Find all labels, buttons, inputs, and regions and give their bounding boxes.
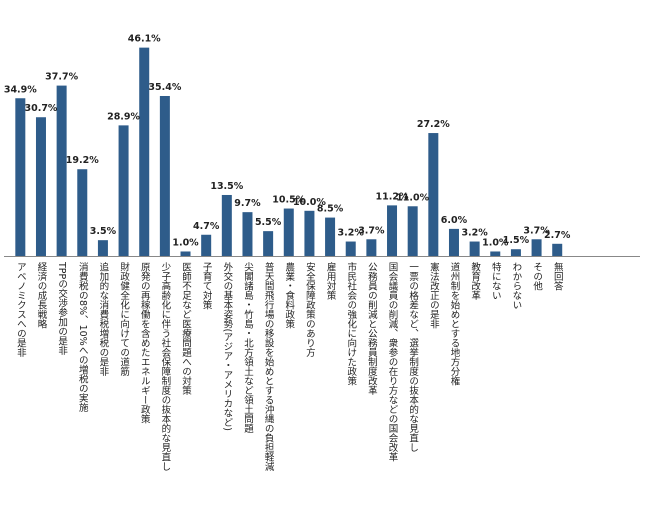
bar-19	[407, 206, 418, 256]
bar-10	[221, 194, 232, 256]
bar-15	[325, 217, 336, 256]
bar-0	[15, 98, 26, 256]
data-label-2: 37.7%	[45, 72, 78, 83]
x-tick-label-18: 国会議員の削減、衆参の在り方などの国会改革	[387, 262, 399, 462]
x-tick-label-13: 農業・食料政策	[283, 261, 295, 329]
data-label-6: 46.1%	[128, 34, 161, 45]
x-tick-label-9: 子育て対策	[201, 262, 213, 310]
x-tick-label-0: アベノミクスへの是非	[15, 262, 27, 358]
x-tick-label-4: 追加的な消費税増税の是非	[97, 261, 109, 377]
x-tick-label-8: 医師不足など医療問題への対策	[180, 262, 192, 396]
data-label-8: 1.0%	[172, 237, 199, 248]
x-tick-label-26: 無回答	[552, 261, 564, 291]
data-label-14: 10.0%	[293, 197, 326, 208]
data-label-5: 28.9%	[107, 111, 140, 122]
data-label-22: 3.2%	[461, 228, 488, 239]
bar-26	[552, 243, 563, 256]
data-label-26: 2.7%	[544, 230, 571, 241]
x-tick-label-2: TPPの交渉参加の是非	[56, 261, 68, 356]
data-labels-group: 34.9% 30.7% 37.7% 19.2% 3.5% 28.9% 46.1% 35.4% 1…	[4, 34, 571, 249]
bar-13	[283, 208, 294, 256]
bar-3	[77, 169, 88, 256]
bar-7	[159, 95, 170, 256]
data-label-19: 11.0%	[396, 192, 429, 203]
x-tick-label-5: 財政健全化に向けての道筋	[118, 261, 130, 377]
x-tick-label-22: 教育改革	[469, 261, 481, 301]
data-label-25: 3.7%	[523, 225, 550, 236]
bar-23	[490, 251, 501, 256]
x-tick-label-16: 市民社会の強化に向けた政策	[345, 261, 357, 386]
x-tick-label-1: 経済の成長戦略	[35, 261, 47, 329]
bar-21	[448, 228, 459, 256]
x-tick-label-14: 安全保障政策のあり方	[304, 261, 316, 358]
data-label-7: 35.4%	[148, 82, 181, 93]
data-label-18: 11.2%	[376, 191, 409, 202]
x-tick-label-24: わからない	[510, 262, 522, 310]
x-tick-label-19: 一票の格差など、選挙制度の抜本的な見直し	[407, 262, 419, 452]
bar-12	[263, 231, 274, 256]
x-tick-label-21: 道州制を始めとする地方分権	[448, 261, 460, 386]
data-label-20: 27.2%	[417, 119, 450, 130]
x-tick-label-10: 外交の基本姿勢(アジア・アメリカなど)	[221, 261, 233, 431]
data-label-4: 3.5%	[90, 226, 117, 237]
bar-22	[469, 241, 480, 256]
bar-4	[97, 240, 108, 256]
data-label-15: 8.5%	[317, 204, 344, 215]
bar-2	[56, 85, 67, 256]
x-tick-label-11: 尖閣諸島・竹島・北方領土など領土問題	[242, 261, 254, 434]
data-label-11: 9.7%	[234, 198, 261, 209]
bar-18	[387, 205, 398, 256]
x-tick-label-17: 公務員の削減と公務員制度改革	[366, 262, 378, 396]
x-tick-label-3: 消費税の8%、10%への増税の実施	[77, 261, 89, 413]
x-tick-label-7: 少子高齢化に伴う社会保障制度の抜本的な見直し	[159, 262, 171, 471]
data-label-9: 4.7%	[193, 221, 220, 232]
data-label-16: 3.2%	[338, 228, 365, 239]
bar-20	[428, 133, 439, 256]
data-label-17: 3.7%	[358, 225, 385, 236]
bar-9	[201, 234, 212, 256]
bar-8	[180, 251, 191, 256]
bar-25	[531, 239, 542, 256]
x-tick-label-25: その他	[531, 262, 543, 291]
data-label-12: 5.5%	[255, 217, 282, 228]
data-label-24: 1.5%	[503, 235, 530, 246]
data-label-23: 1.0%	[482, 237, 509, 248]
bar-6	[139, 47, 150, 257]
bar-11	[242, 212, 253, 256]
bar-1	[35, 117, 46, 257]
x-tick-labels-group: アベノミクスへの是非 経済の成長戦略 TPPの交渉参加の是非 消費税の8%、10%への…	[15, 261, 564, 472]
bar-14	[304, 210, 315, 256]
x-tick-label-6: 原発の再稼働を含めたエネルギー政策	[139, 262, 151, 424]
bar-16	[345, 241, 356, 256]
bar-24	[510, 249, 521, 256]
data-label-3: 19.2%	[66, 155, 99, 166]
bar-5	[118, 125, 129, 256]
bar-17	[366, 239, 377, 256]
data-label-10: 13.5%	[210, 181, 243, 192]
data-label-21: 6.0%	[441, 215, 468, 226]
data-label-13: 10.5%	[272, 195, 305, 206]
x-tick-label-15: 雇用対策	[325, 261, 337, 301]
data-label-0: 34.9%	[4, 84, 37, 95]
bars-group	[15, 47, 563, 257]
x-tick-label-20: 憲法改正の是非	[428, 261, 440, 329]
data-label-1: 30.7%	[24, 103, 57, 114]
x-tick-label-23: 特にない	[490, 261, 502, 300]
x-tick-label-12: 普天間飛行場の移設を始めとする沖縄の負担軽減	[263, 261, 275, 472]
